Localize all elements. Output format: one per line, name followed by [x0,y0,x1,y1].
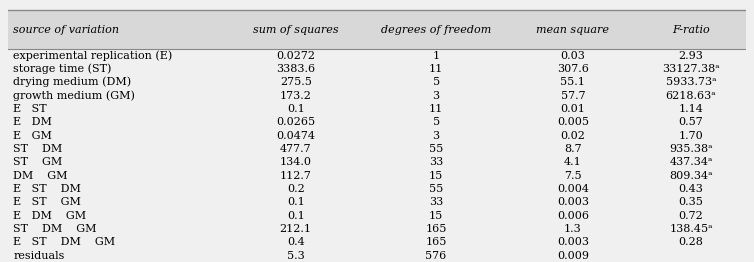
Text: E   ST    DM    GM: E ST DM GM [14,237,115,247]
Text: E   DM    GM: E DM GM [14,211,87,221]
Text: 275.5: 275.5 [280,77,311,87]
Text: 0.35: 0.35 [679,197,703,208]
Text: 809.34ᵃ: 809.34ᵃ [670,171,713,181]
Text: 0.01: 0.01 [560,104,585,114]
Text: mean square: mean square [536,25,609,35]
Text: sum of squares: sum of squares [253,25,339,35]
Text: 3: 3 [433,91,440,101]
Text: 33127.38ᵃ: 33127.38ᵃ [662,64,720,74]
Text: 165: 165 [425,237,447,247]
Text: 0.003: 0.003 [556,237,589,247]
Text: 1.3: 1.3 [564,224,581,234]
Text: 55.1: 55.1 [560,77,585,87]
Text: 165: 165 [425,224,447,234]
Text: degrees of freedom: degrees of freedom [381,25,492,35]
Text: E   ST    DM: E ST DM [14,184,81,194]
Text: 55: 55 [429,184,443,194]
Text: 0.02: 0.02 [560,131,585,141]
Text: 0.28: 0.28 [679,237,703,247]
Text: 11: 11 [429,104,443,114]
Text: 0.1: 0.1 [287,197,305,208]
Text: 0.1: 0.1 [287,104,305,114]
Text: 33: 33 [429,197,443,208]
Text: 138.45ᵃ: 138.45ᵃ [670,224,713,234]
Text: 55: 55 [429,144,443,154]
Text: E   ST    GM: E ST GM [14,197,81,208]
Text: DM    GM: DM GM [14,171,68,181]
Text: 1.14: 1.14 [679,104,703,114]
Text: 0.2: 0.2 [287,184,305,194]
Text: 0.72: 0.72 [679,211,703,221]
Text: 3: 3 [433,131,440,141]
Text: 576: 576 [425,251,446,261]
Text: 0.0474: 0.0474 [276,131,315,141]
Text: experimental replication (E): experimental replication (E) [14,50,173,61]
Text: 935.38ᵃ: 935.38ᵃ [670,144,713,154]
Text: E   ST: E ST [14,104,47,114]
Text: 5.3: 5.3 [287,251,305,261]
Text: ST    DM    GM: ST DM GM [14,224,97,234]
Text: 477.7: 477.7 [280,144,311,154]
Text: 0.005: 0.005 [556,117,589,127]
Text: 4.1: 4.1 [564,157,581,167]
Text: source of variation: source of variation [14,25,119,35]
Text: ST    GM: ST GM [14,157,63,167]
Text: 0.006: 0.006 [556,211,589,221]
Text: 112.7: 112.7 [280,171,311,181]
Text: ST    DM: ST DM [14,144,63,154]
Text: 0.004: 0.004 [556,184,589,194]
Text: E   DM: E DM [14,117,52,127]
Text: 5933.73ᵃ: 5933.73ᵃ [666,77,716,87]
Text: 134.0: 134.0 [280,157,311,167]
Text: 33: 33 [429,157,443,167]
Text: 5: 5 [433,117,440,127]
Text: 437.34ᵃ: 437.34ᵃ [670,157,713,167]
Text: 212.1: 212.1 [280,224,311,234]
Text: 1: 1 [433,51,440,61]
Text: 0.57: 0.57 [679,117,703,127]
Text: 3383.6: 3383.6 [276,64,315,74]
Text: 57.7: 57.7 [560,91,585,101]
Text: growth medium (GM): growth medium (GM) [14,90,135,101]
Text: 11: 11 [429,64,443,74]
Bar [8,10,746,49]
Text: 0.009: 0.009 [556,251,589,261]
Text: 173.2: 173.2 [280,91,311,101]
Text: 0.03: 0.03 [560,51,585,61]
Text: residuals: residuals [14,251,65,261]
Text: 15: 15 [429,171,443,181]
Text: 6218.63ᵃ: 6218.63ᵃ [666,91,716,101]
Text: 0.43: 0.43 [679,184,703,194]
Text: 0.4: 0.4 [287,237,305,247]
Text: 15: 15 [429,211,443,221]
Text: 0.0265: 0.0265 [276,117,315,127]
Text: F-ratio: F-ratio [672,25,710,35]
Text: 0.003: 0.003 [556,197,589,208]
Text: 2.93: 2.93 [679,51,703,61]
Text: 0.0272: 0.0272 [276,51,315,61]
Text: E   GM: E GM [14,131,52,141]
Text: drying medium (DM): drying medium (DM) [14,77,132,88]
Text: 7.5: 7.5 [564,171,581,181]
Text: 307.6: 307.6 [557,64,589,74]
Text: 0.1: 0.1 [287,211,305,221]
Text: 8.7: 8.7 [564,144,581,154]
Text: storage time (ST): storage time (ST) [14,64,112,74]
Text: 1.70: 1.70 [679,131,703,141]
Text: 5: 5 [433,77,440,87]
